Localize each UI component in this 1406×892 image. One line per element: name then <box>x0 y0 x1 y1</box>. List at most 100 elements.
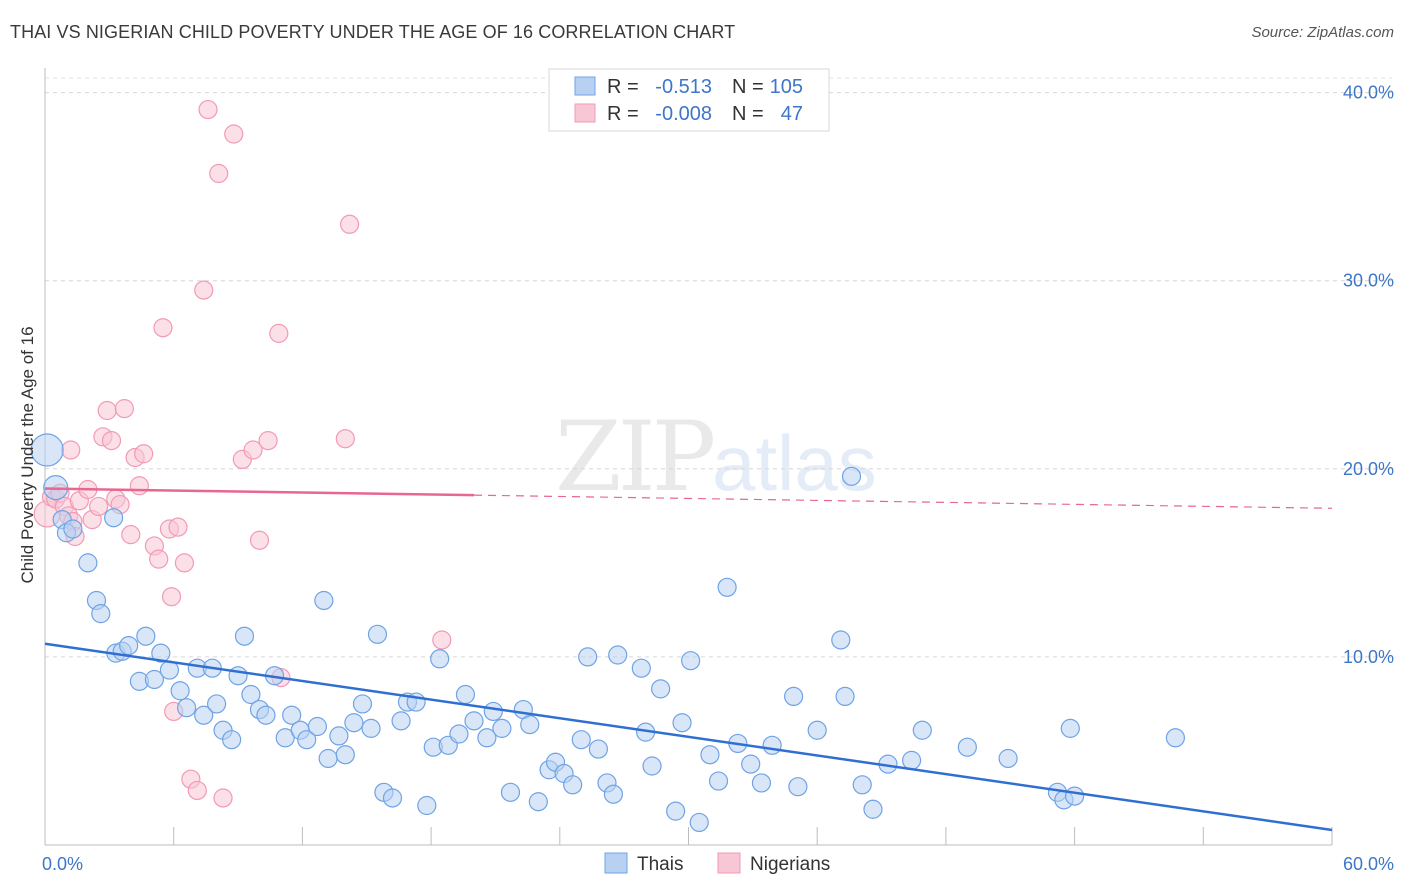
thais-stat-swatch <box>574 76 596 96</box>
nigerian-point-45 <box>339 214 360 234</box>
thai-point-35 <box>307 716 328 737</box>
thai-point-31 <box>275 728 295 748</box>
thai-point-46 <box>391 711 411 731</box>
thai-point-91 <box>831 630 851 650</box>
thai-point-0 <box>30 433 64 467</box>
trend-lines <box>44 487 1333 832</box>
thai-point-66 <box>563 775 583 795</box>
nigerian-point-41 <box>258 430 278 451</box>
thai-point-57 <box>483 701 503 722</box>
thais-r-value: -0.513 <box>655 76 712 98</box>
x-tick-label-1: 60.0% <box>1343 854 1394 874</box>
thai-point-26 <box>234 626 255 646</box>
legend: Thais Nigerians <box>604 852 830 875</box>
legend-label-thais: Thais <box>637 854 683 875</box>
thai-point-58 <box>492 718 512 738</box>
thai-point-11 <box>119 636 139 656</box>
nigerian-point-40 <box>249 530 270 550</box>
thai-point-40 <box>344 713 364 733</box>
thais-n-label: N = <box>732 76 764 98</box>
thai-point-67 <box>571 730 591 750</box>
thai-point-17 <box>170 681 190 701</box>
chart-title: THAI VS NIGERIAN CHILD POVERTY UNDER THE… <box>10 22 736 42</box>
thai-point-55 <box>464 711 484 731</box>
thai-point-82 <box>708 771 729 791</box>
thai-point-95 <box>863 799 883 819</box>
thai-point-100 <box>998 748 1018 769</box>
thai-point-59 <box>500 782 521 802</box>
nigerians-trend-line <box>44 487 475 497</box>
thai-point-103 <box>1060 718 1080 738</box>
thai-point-49 <box>417 795 437 816</box>
thai-point-53 <box>449 724 469 744</box>
nigerian-point-37 <box>224 124 244 144</box>
thai-point-5 <box>78 553 98 573</box>
thais-n-value: 105 <box>770 76 803 98</box>
thai-point-61 <box>520 715 540 735</box>
nigerian-point-6 <box>61 440 81 460</box>
thai-point-41 <box>352 694 373 714</box>
nigerian-point-18 <box>114 399 134 419</box>
thai-point-90 <box>807 720 827 740</box>
thai-point-77 <box>666 801 686 821</box>
thai-point-8 <box>104 508 124 528</box>
y-tick-label-1: 20.0% <box>1343 459 1394 479</box>
thai-point-69 <box>588 739 609 759</box>
nigerians-stat-swatch <box>574 103 596 123</box>
watermark: ZIP atlas <box>555 401 877 513</box>
nigerian-point-35 <box>209 163 229 184</box>
thai-point-89 <box>788 777 808 797</box>
thai-point-24 <box>222 730 242 750</box>
thai-point-78 <box>672 713 692 733</box>
thai-point-68 <box>578 647 598 667</box>
nigerians-points <box>33 99 452 808</box>
thai-point-36 <box>314 590 334 611</box>
thai-point-87 <box>762 735 782 755</box>
thai-point-80 <box>689 812 709 833</box>
thai-point-76 <box>651 679 671 699</box>
svg-text:ZIP: ZIP <box>555 401 714 513</box>
grid <box>45 77 1392 658</box>
thai-point-88 <box>784 686 804 707</box>
thai-point-4 <box>63 519 83 539</box>
nigerian-point-24 <box>149 549 169 569</box>
thai-point-25 <box>228 666 248 686</box>
thai-point-13 <box>136 626 156 646</box>
thais-r-label: R = <box>607 76 639 98</box>
y-tick-label-2: 30.0% <box>1343 271 1394 291</box>
y-tick-label-3: 40.0% <box>1343 83 1394 103</box>
thai-point-93 <box>841 466 862 486</box>
nigerians-trend-line-extension <box>473 494 1333 509</box>
thai-point-105 <box>1165 728 1186 748</box>
thai-point-62 <box>528 792 548 812</box>
nigerian-point-14 <box>97 400 117 421</box>
thai-point-72 <box>608 645 628 665</box>
nigerian-point-42 <box>269 323 289 343</box>
thai-point-39 <box>335 745 355 765</box>
y-tick-label-0: 10.0% <box>1343 647 1394 667</box>
thai-point-99 <box>957 737 977 757</box>
thai-point-85 <box>741 754 761 774</box>
nigerian-point-12 <box>89 496 109 517</box>
nigerian-point-44 <box>335 429 355 449</box>
thai-point-81 <box>700 745 720 765</box>
nigerians-n-label: N = <box>732 103 764 125</box>
thai-point-86 <box>751 773 772 793</box>
nigerian-point-29 <box>168 517 188 537</box>
thai-point-42 <box>361 718 381 738</box>
thai-point-83 <box>717 577 737 597</box>
nigerian-point-30 <box>174 553 195 573</box>
x-tick-label-0: 0.0% <box>42 854 83 874</box>
y-axis-label: Child Poverty Under the Age of 16 <box>18 326 37 583</box>
thai-point-7 <box>91 604 111 624</box>
thai-point-20 <box>194 705 214 725</box>
thai-point-14 <box>144 669 164 690</box>
thai-point-27 <box>241 684 261 705</box>
nigerian-point-39 <box>243 440 263 460</box>
thai-point-43 <box>367 624 388 644</box>
nigerian-point-22 <box>134 444 154 464</box>
tick-labels: 10.0% 20.0% 30.0% 40.0% 0.0% 60.0% <box>42 83 1394 874</box>
thai-point-71 <box>603 784 624 804</box>
thai-point-104 <box>1064 786 1085 806</box>
